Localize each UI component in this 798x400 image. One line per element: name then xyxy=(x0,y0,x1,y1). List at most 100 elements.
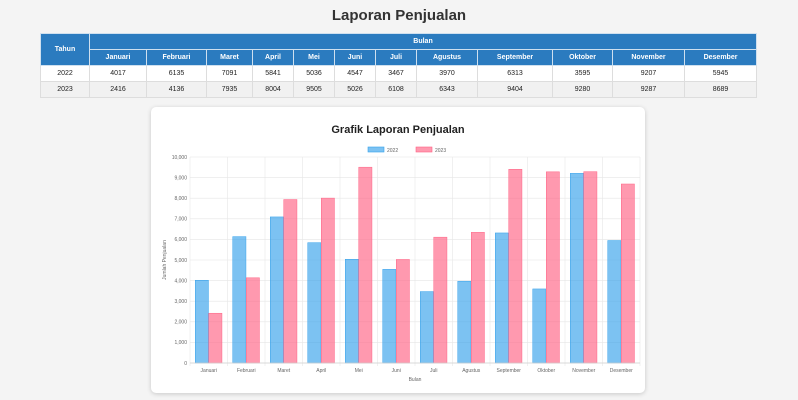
x-tick-label: Agustus xyxy=(462,368,481,374)
y-axis-title: Jumlah Penjualan xyxy=(162,240,168,280)
month-header-mei: Mei xyxy=(293,49,335,66)
page-title: Laporan Penjualan xyxy=(331,7,467,24)
sales-cell: 9287 xyxy=(612,81,685,98)
x-tick-label: April xyxy=(316,368,326,374)
table-row: 2023 2416 4136 7935 8004 9505 5026 6108 6343 9404… xyxy=(40,81,758,98)
chart-title: Grafik Laporan Penjualan xyxy=(331,124,465,136)
sales-cell: 5026 xyxy=(334,81,376,98)
legend-label-2023: 2023 xyxy=(435,148,446,154)
bar-2022-november xyxy=(570,173,584,364)
x-tick-label: November xyxy=(572,368,595,374)
sales-cell: 8689 xyxy=(683,81,758,98)
bar-2022-oktober xyxy=(532,288,547,364)
sales-cell: 9505 xyxy=(293,81,335,98)
bar-2023-januari xyxy=(208,312,223,364)
bar-2022-juni xyxy=(382,269,397,364)
sales-cell: 6135 xyxy=(146,65,207,82)
bar-2023-agustus xyxy=(471,232,485,364)
bar-2023-oktober xyxy=(546,171,560,364)
y-tick-label: 9,000 xyxy=(174,175,187,181)
month-header-desember: Desember xyxy=(683,49,758,66)
month-header-agustus: Agustus xyxy=(416,49,478,66)
bar-2023-mei xyxy=(358,166,373,364)
bar-2022-april xyxy=(307,242,322,364)
bar-2022-september xyxy=(495,232,509,364)
legend-label-2022: 2022 xyxy=(387,148,398,154)
y-tick-label: 8,000 xyxy=(174,196,187,202)
chart-card: Grafik Laporan Penjualan 2022 2023 0 1,000 2… xyxy=(151,107,645,393)
x-tick-label: Maret xyxy=(277,368,290,374)
sales-cell: 4136 xyxy=(146,81,207,98)
bar-2022-agustus xyxy=(457,280,472,364)
year-cell: 2023 xyxy=(40,81,90,98)
x-tick-label: Juni xyxy=(392,368,401,374)
bar-2022-maret xyxy=(270,216,284,364)
bar-2023-april xyxy=(321,197,335,364)
y-tick-label: 0 xyxy=(184,361,187,367)
sales-cell: 3970 xyxy=(416,65,478,82)
sales-cell: 5036 xyxy=(293,65,335,82)
y-tick-label: 10,000 xyxy=(172,155,188,161)
bar-2023-februari xyxy=(246,277,260,364)
table-row: 2022 4017 6135 7091 5841 5036 4547 3467 3970 6313… xyxy=(40,65,758,82)
sales-cell: 6108 xyxy=(375,81,417,98)
month-header-april: April xyxy=(252,49,294,66)
bar-2022-januari xyxy=(195,279,209,364)
y-tick-label: 7,000 xyxy=(174,217,187,223)
month-header-maret: Maret xyxy=(206,49,253,66)
sales-cell: 9207 xyxy=(612,65,685,82)
y-tick-label: 6,000 xyxy=(174,237,187,243)
x-tick-label: Oktober xyxy=(537,368,555,374)
bar-2022-juli xyxy=(420,291,434,364)
bar-2022-mei xyxy=(345,259,359,364)
y-tick-label: 1,000 xyxy=(174,340,187,346)
sales-cell: 7935 xyxy=(206,81,253,98)
sales-cell: 4547 xyxy=(334,65,376,82)
sales-cell: 6343 xyxy=(416,81,478,98)
month-header-september: September xyxy=(477,49,553,66)
sales-cell: 3467 xyxy=(375,65,417,82)
y-tick-label: 5,000 xyxy=(174,258,187,264)
sales-cell: 7091 xyxy=(206,65,253,82)
sales-cell: 5841 xyxy=(252,65,294,82)
x-tick-label: Januari xyxy=(201,368,217,374)
sales-table: Tahun Bulan Januari Februari Maret April Mei… xyxy=(40,33,758,98)
x-tick-label: Desember xyxy=(610,368,633,374)
month-header-februari: Februari xyxy=(146,49,207,66)
month-header-november: November xyxy=(612,49,685,66)
bar-2023-desember xyxy=(621,183,635,364)
x-tick-label: Juli xyxy=(430,368,438,374)
sales-cell: 5945 xyxy=(683,65,758,82)
y-tick-label: 4,000 xyxy=(174,278,187,284)
x-axis-title: Bulan xyxy=(409,377,422,383)
bar-2022-desember xyxy=(607,240,622,364)
month-header-row: Januari Februari Maret April Mei Juni Juli Agus… xyxy=(41,49,758,66)
sales-cell: 4017 xyxy=(89,65,147,82)
y-tick-label: 3,000 xyxy=(174,299,187,305)
bar-2023-juli xyxy=(433,236,448,364)
year-cell: 2022 xyxy=(40,65,90,82)
sales-cell: 2416 xyxy=(89,81,147,98)
month-header-juli: Juli xyxy=(375,49,417,66)
bar-chart: 2022 2023 0 1,000 2,000 3,000 4,000 5,000 6,000 7… xyxy=(162,146,641,383)
bar-2023-juni xyxy=(396,259,410,364)
table-body: 2022 4017 6135 7091 5841 5036 4547 3467 3970 6313… xyxy=(40,65,758,98)
month-header-januari: Januari xyxy=(89,49,147,66)
x-tick-label: Februari xyxy=(237,368,256,374)
month-group-header: Bulan xyxy=(88,33,758,50)
legend-swatch-2023 xyxy=(415,146,433,153)
x-tick-label: Mei xyxy=(355,368,363,374)
sales-cell: 3595 xyxy=(552,65,613,82)
bar-2023-november xyxy=(583,171,598,364)
bar-2023-september xyxy=(508,169,523,364)
month-header-juni: Juni xyxy=(334,49,376,66)
year-header: Tahun xyxy=(40,33,90,66)
sales-cell: 8004 xyxy=(252,81,294,98)
y-tick-label: 2,000 xyxy=(174,320,187,326)
bar-2022-februari xyxy=(232,236,247,364)
bar-2023-maret xyxy=(283,199,298,364)
legend-swatch-2022 xyxy=(367,146,385,153)
sales-cell: 9404 xyxy=(477,81,553,98)
month-header-oktober: Oktober xyxy=(552,49,613,66)
sales-cell: 9280 xyxy=(552,81,613,98)
